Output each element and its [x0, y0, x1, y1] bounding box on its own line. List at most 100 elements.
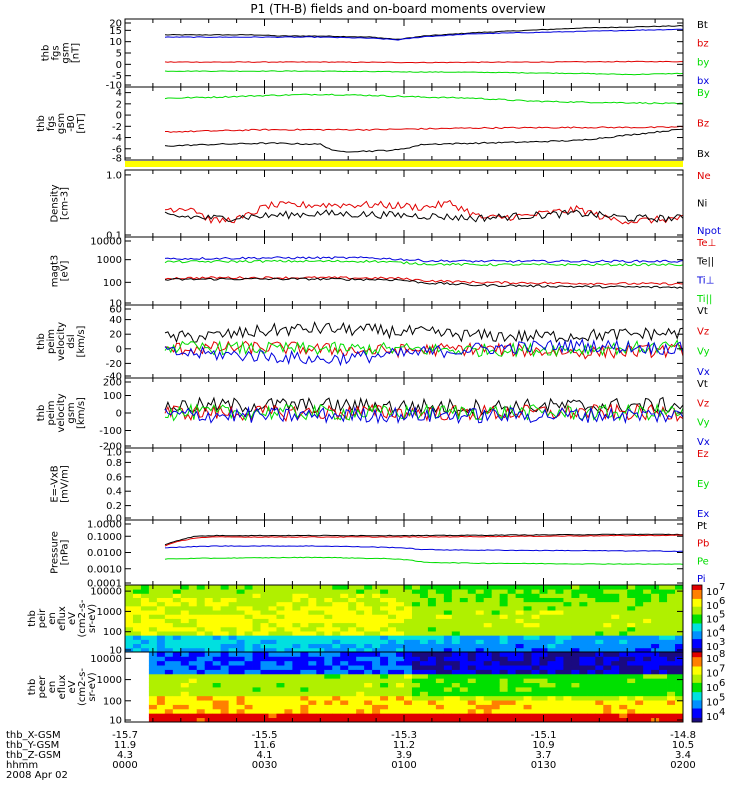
spectrogram-cell [220, 618, 230, 624]
spectrogram-cell [324, 656, 333, 662]
spectrogram-cell [188, 635, 198, 640]
spectrogram-cell [300, 626, 309, 632]
spectrogram-cell [531, 695, 540, 701]
y-tick-label: 10 [109, 299, 122, 310]
spectrogram-cell [300, 589, 309, 594]
spectrogram-cell [220, 622, 230, 628]
y-tick-label: 0.1000 [87, 532, 122, 543]
spectrogram-cell [675, 673, 684, 679]
spectrogram-cell [411, 687, 421, 692]
spectrogram-cell [595, 678, 604, 684]
spectrogram-cell [140, 610, 150, 615]
ephemeris-value: 11.6 [253, 740, 275, 751]
spectrogram-cell [611, 585, 620, 590]
spectrogram-cell [619, 643, 628, 649]
spectrogram-cell [220, 631, 230, 636]
spectrogram-cell [507, 618, 516, 624]
spectrogram-cell [555, 605, 564, 611]
spectrogram-cell [140, 643, 150, 649]
spectrogram-cell [164, 647, 174, 653]
spectrogram-cell [571, 605, 580, 611]
spectrogram-cell [635, 660, 644, 666]
spectrogram-cell [156, 656, 166, 662]
spectrogram-cell [531, 717, 540, 723]
spectrogram-cell [515, 631, 524, 636]
spectrogram-cell [587, 656, 596, 662]
spectrogram-cell [667, 635, 676, 640]
spectrogram-cell [236, 614, 245, 619]
y-tick-label: 0 [116, 60, 122, 71]
spectrogram-cell [579, 639, 588, 645]
spectrogram-cell [316, 665, 325, 670]
colorbar-cell [692, 615, 702, 617]
spectrogram-cell [467, 593, 477, 598]
colorbar-cell [692, 660, 702, 662]
spectrogram-cell [611, 593, 620, 598]
spectrogram-cell [300, 605, 309, 611]
spectrogram-cell [555, 669, 564, 675]
spectrogram-cell [443, 614, 453, 619]
spectrogram-cell [483, 601, 493, 607]
spectrogram-cell [132, 665, 142, 670]
spectrogram-cell [427, 631, 437, 636]
spectrogram-cell [523, 647, 532, 653]
colorbar-frame [691, 651, 703, 723]
spectrogram-cell [491, 682, 501, 688]
spectrogram-cell [204, 660, 214, 666]
spectrogram-cell [499, 665, 509, 670]
legend-entry-Vy: Vy [697, 418, 710, 429]
spectrogram-cell [284, 673, 293, 679]
spectrogram-cell [563, 713, 572, 719]
series-line-Pi [164, 545, 683, 553]
spectrogram-cell [571, 700, 580, 705]
spectrogram-cell [396, 669, 405, 675]
spectrogram-cell [627, 717, 636, 723]
colorbar-cell [692, 630, 702, 633]
spectrogram-cell [435, 691, 445, 697]
spectrogram-cell [132, 626, 142, 632]
spectrogram-cell [220, 687, 230, 692]
spectrogram-cell [388, 631, 397, 636]
series-line-By [164, 93, 684, 105]
y-axis-label-line: E=-VxB [50, 465, 61, 502]
spectrogram-cell [308, 647, 317, 653]
y-axis-label-line: en [47, 681, 58, 694]
colorbar-cell [692, 668, 702, 670]
spectrogram-cell [419, 717, 429, 723]
spectrogram-cell [244, 678, 253, 684]
spectrogram-cell [667, 639, 676, 645]
spectrogram-cell [595, 708, 604, 714]
spectrogram-cell [140, 631, 150, 636]
spectrogram-cell [451, 589, 461, 594]
spectrogram-cell [228, 717, 237, 723]
spectrogram-cell [404, 610, 413, 615]
spectrogram-cell [475, 585, 485, 590]
spectrogram-cell [300, 593, 309, 598]
spectrogram-cell [372, 610, 381, 615]
spectrogram-cell [451, 695, 461, 701]
spectrogram-cell [172, 610, 182, 615]
spectrogram-cell [404, 631, 413, 636]
spectrogram-cell [292, 589, 301, 594]
spectrogram-cell [491, 695, 501, 701]
spectrogram-cell [356, 673, 365, 679]
spectrogram-cell [451, 593, 461, 598]
spectrogram-cell [292, 585, 301, 590]
spectrogram-cell [651, 682, 660, 688]
spectrogram-cell [491, 635, 501, 640]
spectrogram-cell [587, 647, 596, 653]
y-axis-label-line: [eV] [60, 261, 71, 282]
spectrogram-cell [340, 605, 349, 611]
spectrogram-cell [475, 589, 485, 594]
spectrogram-cell [635, 687, 644, 692]
legend-entry-Pt: Pt [697, 521, 707, 532]
spectrogram-cell [675, 687, 684, 692]
spectrogram-cell [388, 669, 397, 675]
spectrogram-cell [635, 669, 644, 675]
spectrogram-cell [244, 704, 253, 710]
spectrogram-cell [276, 713, 285, 719]
